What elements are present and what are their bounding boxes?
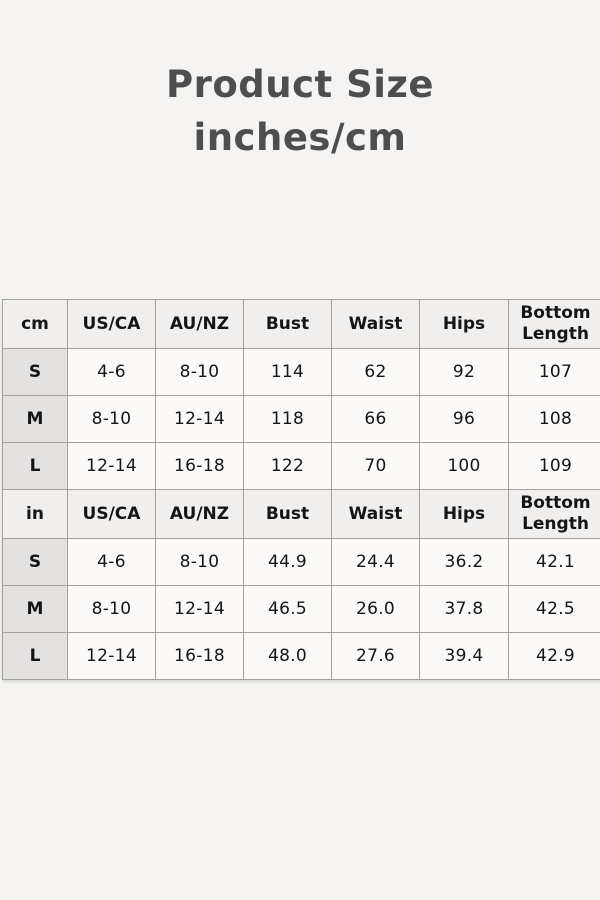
size-cell: M <box>2 585 68 633</box>
value-cell: 8-10 <box>155 538 244 586</box>
value-cell: 109 <box>508 442 600 490</box>
size-cell: L <box>2 442 68 490</box>
value-cell: 66 <box>331 395 420 443</box>
table-row-in-l: L 12-14 16-18 48.0 27.6 39.4 42.9 <box>2 632 600 680</box>
header-cell-usca: US/CA <box>67 489 156 539</box>
page-title-line-1: Product Size <box>165 63 435 106</box>
value-cell: 122 <box>243 442 332 490</box>
value-cell: 70 <box>331 442 420 490</box>
header-cell-aunz: AU/NZ <box>155 489 244 539</box>
value-cell: 39.4 <box>419 632 509 680</box>
value-cell: 12-14 <box>155 395 244 443</box>
value-cell: 62 <box>331 348 420 396</box>
header-cell-waist: Waist <box>331 299 420 349</box>
value-cell: 42.5 <box>508 585 600 633</box>
size-cell: S <box>2 348 68 396</box>
size-cell: S <box>2 538 68 586</box>
header-cell-aunz: AU/NZ <box>155 299 244 349</box>
table-row-in-m: M 8-10 12-14 46.5 26.0 37.8 42.5 <box>2 585 600 633</box>
value-cell: 96 <box>419 395 509 443</box>
header-cell-bust: Bust <box>243 489 332 539</box>
value-cell: 8-10 <box>67 395 156 443</box>
header-cell-bottom-length: Bottom Length <box>508 489 600 539</box>
value-cell: 12-14 <box>155 585 244 633</box>
header-cell-waist: Waist <box>331 489 420 539</box>
value-cell: 44.9 <box>243 538 332 586</box>
value-cell: 26.0 <box>331 585 420 633</box>
value-cell: 37.8 <box>419 585 509 633</box>
value-cell: 42.9 <box>508 632 600 680</box>
value-cell: 4-6 <box>67 348 156 396</box>
header-cell-usca: US/CA <box>67 299 156 349</box>
header-cell-hips: Hips <box>419 489 509 539</box>
value-cell: 8-10 <box>155 348 244 396</box>
table-row-in-s: S 4-6 8-10 44.9 24.4 36.2 42.1 <box>2 538 600 586</box>
size-chart-table: cm US/CA AU/NZ Bust Waist Hips Bottom Le… <box>2 299 600 680</box>
header-cell-bust: Bust <box>243 299 332 349</box>
value-cell: 100 <box>419 442 509 490</box>
header-cell-hips: Hips <box>419 299 509 349</box>
size-cell: M <box>2 395 68 443</box>
value-cell: 12-14 <box>67 632 156 680</box>
value-cell: 16-18 <box>155 442 244 490</box>
value-cell: 12-14 <box>67 442 156 490</box>
value-cell: 27.6 <box>331 632 420 680</box>
unit-cell-in: in <box>2 489 68 539</box>
unit-cell-cm: cm <box>2 299 68 349</box>
value-cell: 8-10 <box>67 585 156 633</box>
value-cell: 24.4 <box>331 538 420 586</box>
value-cell: 92 <box>419 348 509 396</box>
header-row-in: in US/CA AU/NZ Bust Waist Hips Bottom Le… <box>2 489 600 539</box>
page-title: Product Size inches/cm <box>0 58 600 164</box>
header-cell-bottom-length: Bottom Length <box>508 299 600 349</box>
table-row-cm-s: S 4-6 8-10 114 62 92 107 <box>2 348 600 396</box>
table-row-cm-l: L 12-14 16-18 122 70 100 109 <box>2 442 600 490</box>
value-cell: 114 <box>243 348 332 396</box>
value-cell: 107 <box>508 348 600 396</box>
header-row-cm: cm US/CA AU/NZ Bust Waist Hips Bottom Le… <box>2 299 600 349</box>
page-title-line-2: inches/cm <box>193 116 407 159</box>
value-cell: 4-6 <box>67 538 156 586</box>
value-cell: 42.1 <box>508 538 600 586</box>
value-cell: 36.2 <box>419 538 509 586</box>
value-cell: 118 <box>243 395 332 443</box>
value-cell: 46.5 <box>243 585 332 633</box>
value-cell: 48.0 <box>243 632 332 680</box>
table-row-cm-m: M 8-10 12-14 118 66 96 108 <box>2 395 600 443</box>
value-cell: 108 <box>508 395 600 443</box>
size-cell: L <box>2 632 68 680</box>
value-cell: 16-18 <box>155 632 244 680</box>
